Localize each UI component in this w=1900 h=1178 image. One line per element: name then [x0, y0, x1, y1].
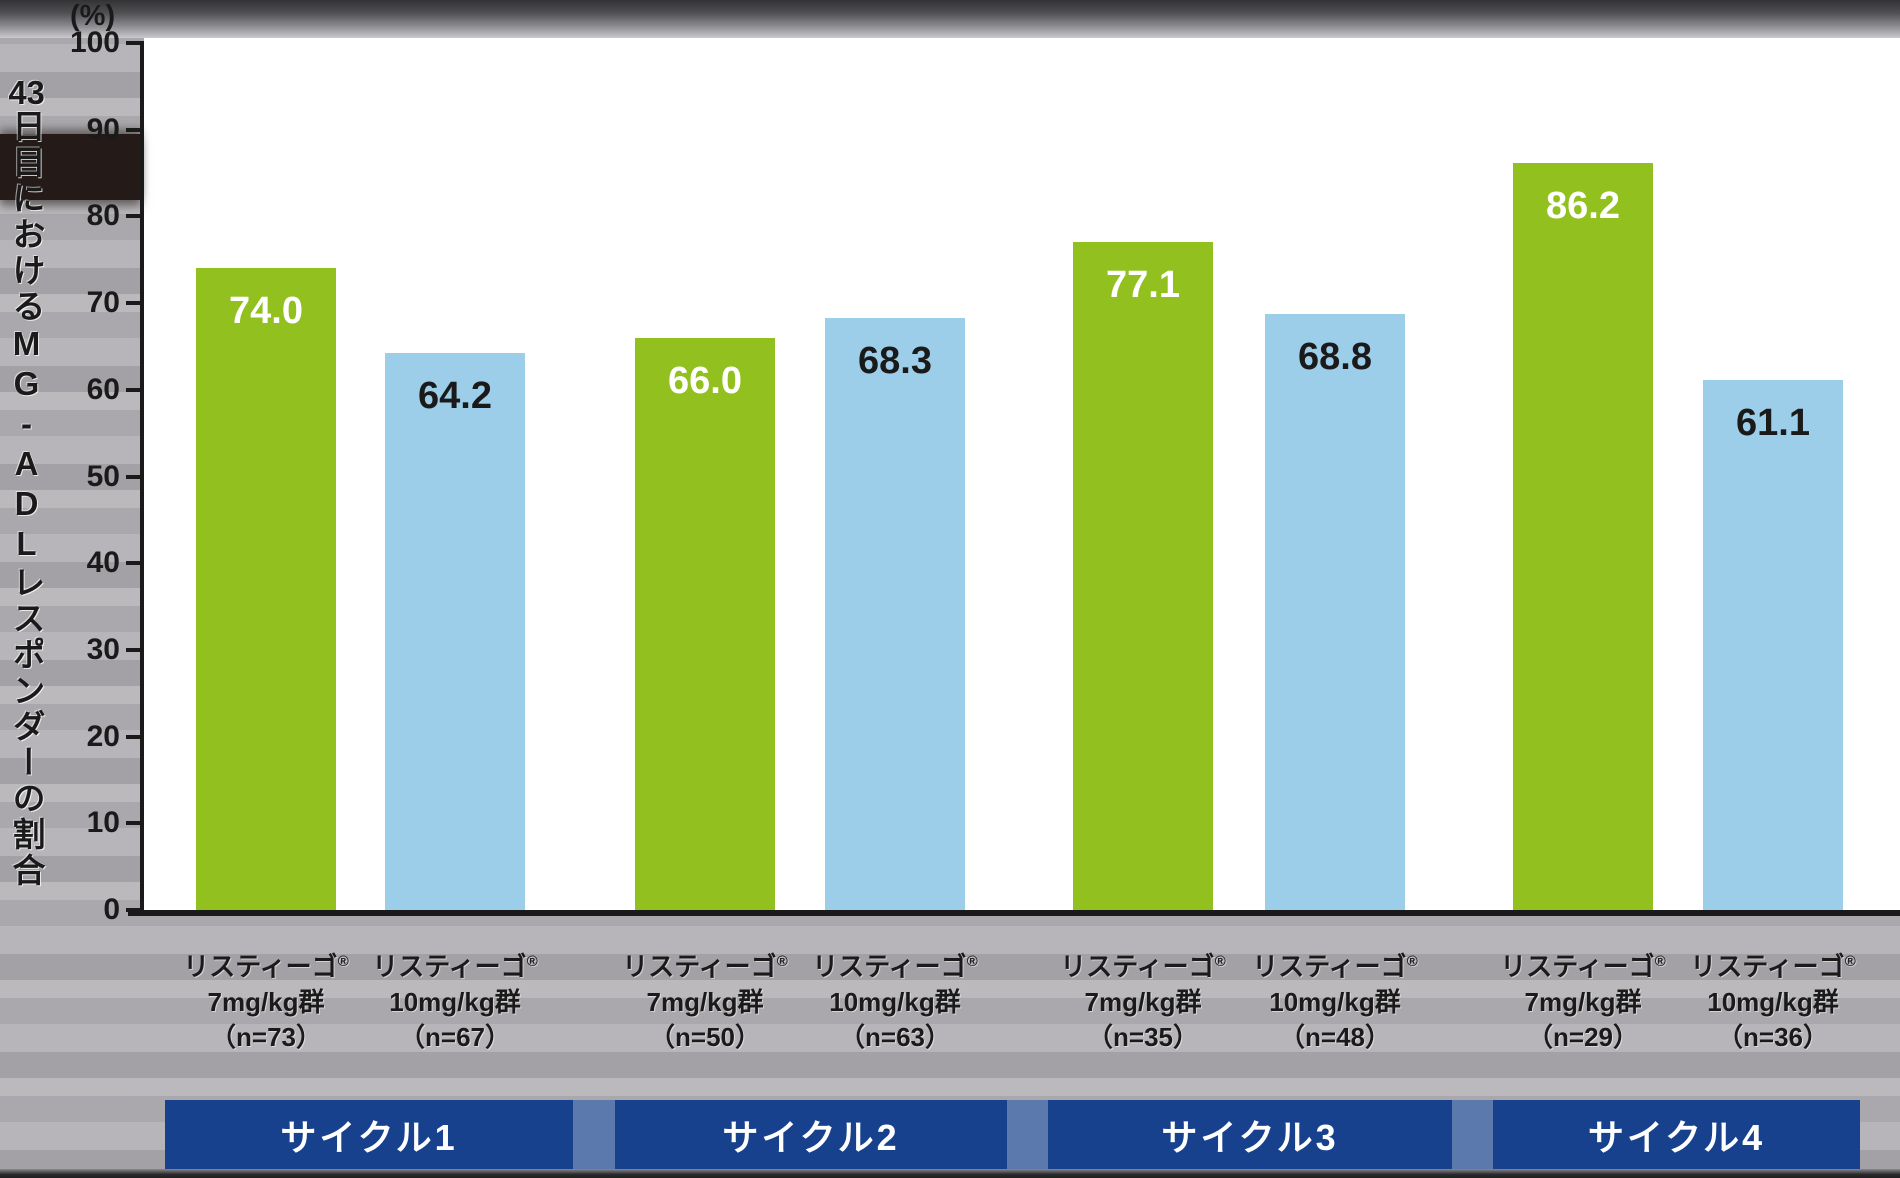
- y-tick-label: 60: [86, 372, 120, 406]
- bar-7mgkg-cycle1: 74.0: [196, 268, 336, 910]
- bar-value-label: 66.0: [668, 359, 742, 402]
- y-tick-label: 0: [103, 893, 120, 926]
- registered-mark: ®: [526, 953, 538, 970]
- bar-value-label: 68.3: [858, 339, 932, 382]
- bar-value-label: 68.8: [1298, 335, 1372, 378]
- y-axis-line: [140, 41, 144, 915]
- registered-mark: ®: [1406, 953, 1418, 970]
- x-axis-label: リスティーゴ® 10mg/kg群 （n=36）: [1690, 951, 1856, 1052]
- x-axis-label: リスティーゴ® 7mg/kg群 （n=73）: [183, 951, 349, 1052]
- x-axis-label: リスティーゴ® 10mg/kg群 （n=63）: [812, 951, 978, 1052]
- bar-value-label: 86.2: [1546, 184, 1620, 227]
- cycle-band-2: サイクル2: [615, 1100, 1007, 1170]
- x-axis-label: リスティーゴ® 7mg/kg群 （n=29）: [1500, 951, 1666, 1052]
- bar-10mgkg-cycle4: 61.1: [1703, 380, 1843, 910]
- y-tick-mark: [126, 41, 141, 45]
- y-tick-mark: [126, 647, 141, 652]
- y-axis-title: 43日目におけるMG-ADLレスポンダーの割合: [6, 76, 46, 889]
- cycle-band-1: サイクル1: [165, 1100, 573, 1170]
- bar-10mgkg-cycle1: 64.2: [385, 353, 525, 910]
- top-artifact-band: [0, 0, 1900, 38]
- y-tick-mark: [126, 908, 141, 912]
- bar-value-label: 61.1: [1736, 402, 1810, 445]
- y-tick-label: 80: [86, 199, 120, 233]
- bottom-artifact-band: [0, 1169, 1900, 1178]
- y-tick-mark: [126, 301, 141, 306]
- registered-mark: ®: [1844, 953, 1856, 970]
- x-axis-label: リスティーゴ® 7mg/kg群 （n=35）: [1060, 951, 1226, 1052]
- registered-mark: ®: [966, 953, 978, 970]
- x-axis-label: リスティーゴ® 10mg/kg群 （n=48）: [1252, 951, 1418, 1052]
- x-axis-line: [128, 910, 1900, 916]
- y-tick-mark: [126, 387, 141, 392]
- bar-10mgkg-cycle3: 68.8: [1265, 313, 1405, 910]
- y-axis-title-text: 日目におけるMG-ADLレスポンダーの割合: [8, 109, 45, 889]
- bar-value-label: 74.0: [229, 290, 303, 333]
- y-tick-label: 70: [86, 286, 120, 320]
- bar-7mgkg-cycle3: 77.1: [1073, 241, 1213, 910]
- bar-value-label: 64.2: [418, 375, 492, 418]
- y-tick-mark: [126, 821, 141, 826]
- bar-10mgkg-cycle2: 68.3: [825, 317, 965, 910]
- x-axis-label: リスティーゴ® 10mg/kg群 （n=67）: [372, 951, 538, 1052]
- y-axis-unit-label: (%): [70, 0, 116, 32]
- y-tick-label: 90: [86, 112, 120, 146]
- registered-mark: ®: [1214, 953, 1226, 970]
- registered-mark: ®: [776, 953, 788, 970]
- y-tick-mark: [126, 127, 141, 132]
- y-axis-title-number: 43: [8, 76, 45, 109]
- cycle-band-3: サイクル3: [1048, 1100, 1452, 1170]
- registered-mark: ®: [337, 953, 349, 970]
- x-axis-label: リスティーゴ® 7mg/kg群 （n=50）: [622, 951, 788, 1052]
- bar-7mgkg-cycle4: 86.2: [1513, 162, 1653, 910]
- y-tick-label: 40: [86, 546, 120, 580]
- y-tick-mark: [126, 474, 141, 479]
- cycle-band-4: サイクル4: [1493, 1100, 1860, 1170]
- bar-value-label: 77.1: [1106, 263, 1180, 306]
- registered-mark: ®: [1654, 953, 1666, 970]
- y-tick-mark: [126, 734, 141, 739]
- bar-7mgkg-cycle2: 66.0: [635, 337, 775, 910]
- y-tick-label: 30: [86, 632, 120, 666]
- left-artifact-band: [0, 134, 141, 200]
- y-tick-label: 100: [69, 26, 120, 59]
- y-tick-label: 50: [86, 459, 120, 493]
- y-tick-mark: [126, 214, 141, 219]
- y-tick-mark: [126, 561, 141, 566]
- cycle-band-strip: サイクル1 サイクル2 サイクル3 サイクル4: [165, 1100, 1860, 1170]
- y-tick-label: 20: [86, 719, 120, 753]
- y-tick-label: 10: [86, 806, 120, 840]
